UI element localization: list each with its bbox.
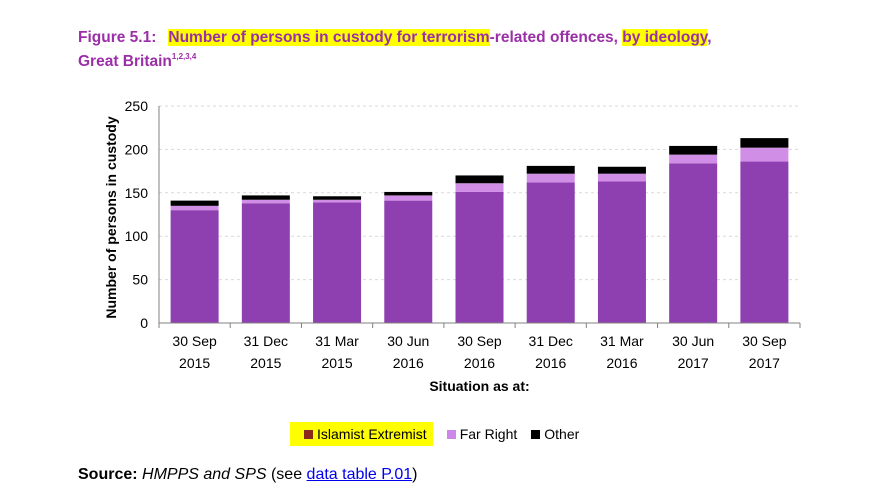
x-tick-label: 2017	[749, 355, 780, 371]
bar-segment-far-right	[597, 173, 646, 182]
bar-segment-far-right	[313, 199, 362, 203]
bar-segment-other	[526, 165, 575, 174]
x-tick-label: 30 Sep	[172, 333, 217, 349]
x-tick-label: 31 Mar	[315, 333, 359, 349]
bar-segment-other	[170, 200, 219, 206]
x-tick-label: 30 Jun	[387, 333, 429, 349]
x-tick-label: 2015	[179, 355, 210, 371]
y-axis-title: Number of persons in custody	[103, 116, 119, 318]
legend-item-far-right: Far Right	[446, 426, 518, 442]
legend-swatch-far-right	[446, 429, 456, 439]
bar-segment-islamist-extremist	[313, 202, 362, 323]
x-axis-title: Situation as at:	[429, 378, 529, 394]
x-tick-label: 31 Dec	[244, 333, 288, 349]
title-highlight-main: Number of persons in custody for terrori…	[168, 29, 490, 46]
x-tick-label: 2016	[606, 355, 637, 371]
y-tick-label: 150	[125, 185, 149, 201]
x-tick-label: 2016	[464, 355, 495, 371]
bar-segment-other	[455, 175, 504, 184]
bar-segment-other	[313, 196, 362, 200]
x-tick-label: 31 Dec	[529, 333, 573, 349]
x-tick-label: 2017	[678, 355, 709, 371]
legend-label-far-right: Far Right	[459, 426, 518, 442]
bar-segment-far-right	[669, 154, 718, 164]
source-close: )	[412, 466, 418, 483]
x-tick-label: 2015	[250, 355, 281, 371]
x-tick-label: 30 Sep	[457, 333, 502, 349]
x-tick-label: 30 Sep	[742, 333, 787, 349]
title-highlight-ideology: by ideology	[622, 29, 708, 46]
bar-segment-other	[669, 145, 718, 155]
figure-label: Figure 5.1:	[78, 29, 157, 46]
bar-segment-islamist-extremist	[241, 203, 290, 323]
bar-segment-far-right	[241, 199, 290, 204]
bar-segment-other	[740, 138, 789, 148]
legend-item-islamist: Islamist Extremist	[290, 422, 433, 446]
bar-segment-other	[384, 191, 433, 196]
bar-segment-far-right	[170, 205, 219, 211]
bar-segment-islamist-extremist	[669, 163, 718, 323]
bar-segment-islamist-extremist	[740, 161, 789, 323]
bar-segment-islamist-extremist	[526, 182, 575, 323]
title-part4: ,	[707, 29, 712, 46]
bar-segment-far-right	[384, 195, 433, 201]
title-part3: by ideology	[622, 29, 708, 46]
y-tick-label: 200	[125, 141, 149, 157]
x-tick-label: 31 Mar	[600, 333, 644, 349]
title-superscript: 1,2,3,4	[171, 52, 197, 61]
x-tick-label: 2016	[535, 355, 566, 371]
bar-segment-islamist-extremist	[170, 210, 219, 323]
bar-segment-far-right	[740, 147, 789, 162]
source-line: Source: HMPPS and SPS (see data table P.…	[78, 466, 417, 484]
title-part2: -related offences,	[489, 29, 623, 46]
legend-swatch-other	[531, 429, 541, 439]
title-part1: Number of persons in custody for terrori…	[168, 29, 490, 46]
bar-segment-far-right	[526, 173, 575, 183]
y-tick-label: 0	[140, 315, 148, 331]
x-tick-label: 2016	[393, 355, 424, 371]
bar-segment-islamist-extremist	[597, 181, 646, 323]
legend: Islamist Extremist Far Right Other	[290, 421, 579, 447]
title-line2: Great Britain	[78, 53, 172, 70]
x-tick-label: 2015	[321, 355, 352, 371]
chart-title: Figure 5.1: Number of persons in custody …	[78, 28, 712, 71]
legend-label-islamist: Islamist Extremist	[317, 426, 427, 442]
y-tick-label: 50	[132, 272, 148, 288]
source-label: Source:	[78, 466, 138, 483]
source-text: HMPPS and SPS	[142, 466, 267, 483]
data-table-link[interactable]: data table P.01	[306, 466, 413, 483]
legend-swatch-islamist	[304, 429, 313, 439]
legend-label-other: Other	[544, 426, 580, 442]
source-see: (see	[266, 466, 307, 483]
bar-segment-other	[597, 166, 646, 174]
bar-segment-islamist-extremist	[384, 200, 433, 323]
bar-segment-far-right	[455, 183, 504, 192]
y-tick-label: 100	[125, 228, 149, 244]
y-tick-label: 250	[125, 98, 149, 114]
bar-segment-islamist-extremist	[455, 191, 504, 323]
x-tick-label: 30 Jun	[672, 333, 714, 349]
legend-item-other: Other	[531, 426, 579, 442]
bar-segment-other	[241, 195, 290, 200]
